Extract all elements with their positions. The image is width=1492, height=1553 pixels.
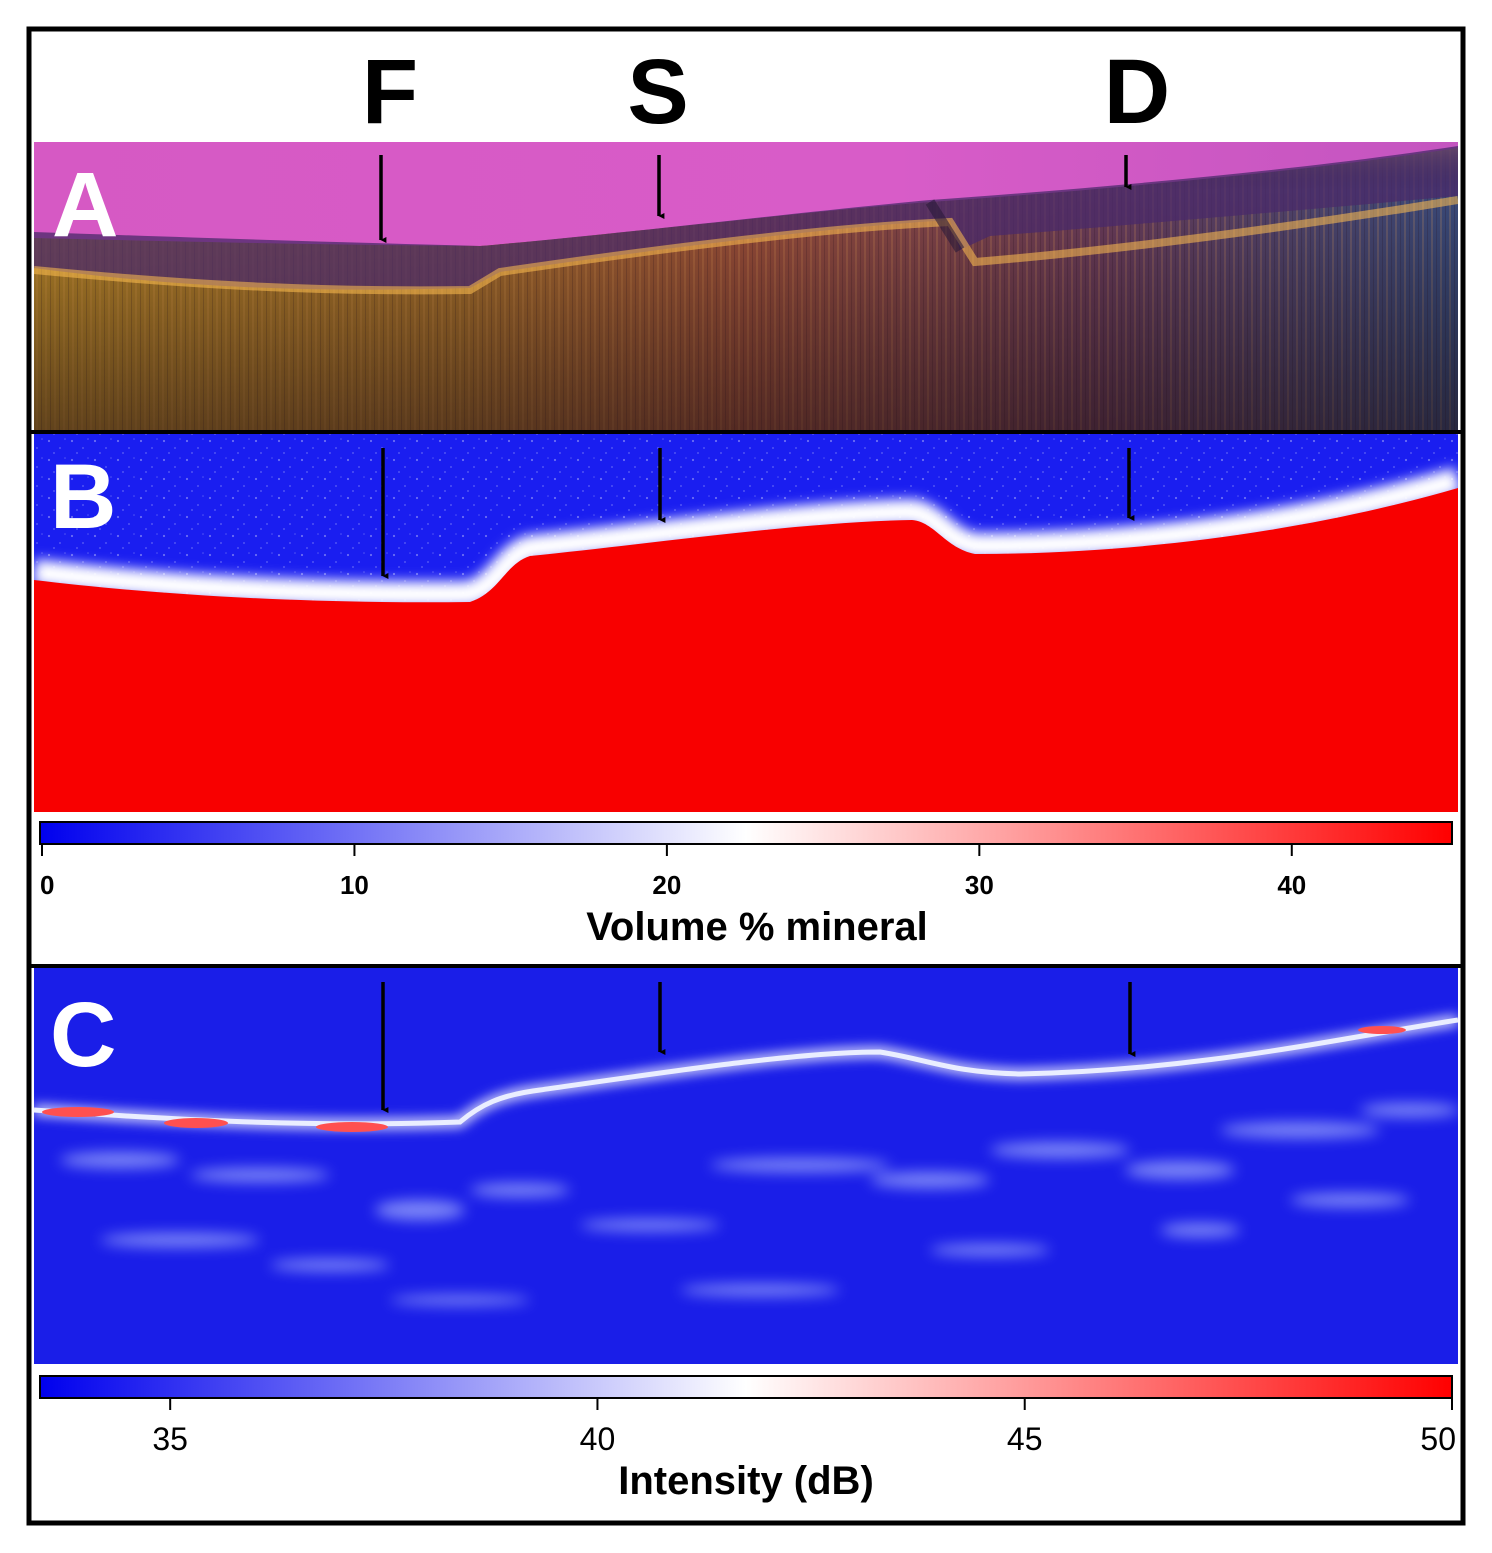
colorbar-mineral-tick-label: 30 (965, 870, 994, 900)
panel-b: B (34, 434, 1458, 812)
site-label-f: F (362, 41, 418, 143)
colorbar-intensity-tick-label: 40 (580, 1421, 616, 1457)
colorbar-mineral-tick-label: 20 (652, 870, 681, 900)
panel-a-letter: A (52, 154, 118, 256)
panel-a: A (34, 142, 1458, 430)
site-labels: F S D (362, 41, 1170, 143)
colorbar-mineral-tick-label: 0 (40, 870, 54, 900)
site-label-d: D (1104, 41, 1170, 143)
colorbar-mineral-bar (39, 821, 1453, 845)
colorbar-intensity-label: Intensity (dB) (618, 1459, 874, 1503)
colorbar-intensity-tick-label: 50 (1420, 1421, 1456, 1457)
colorbar-intensity-bar (39, 1375, 1453, 1399)
colorbar-intensity-tick-label: 35 (152, 1421, 188, 1457)
colorbar-intensity: 35 40 45 50 Intensity (dB) (39, 1375, 1456, 1503)
colorbar-mineral-tick-label: 10 (340, 870, 369, 900)
panel-c-scatter (60, 1103, 1458, 1305)
panel-c-letter: C (50, 984, 116, 1086)
site-label-s: S (627, 41, 688, 143)
colorbar-intensity-tick-label: 45 (1007, 1421, 1043, 1457)
panel-c: C (34, 968, 1458, 1364)
panel-b-mineral-region (34, 488, 1458, 812)
panel-a-surface-layer (34, 146, 1458, 290)
colorbar-mineral-tick-label: 40 (1277, 870, 1306, 900)
panel-b-letter: B (50, 446, 116, 548)
colorbar-mineral: 0 10 20 30 40 Volume % mineral (39, 821, 1453, 949)
colorbar-mineral-label: Volume % mineral (586, 905, 928, 949)
panel-c-hotspots (42, 1026, 1406, 1132)
